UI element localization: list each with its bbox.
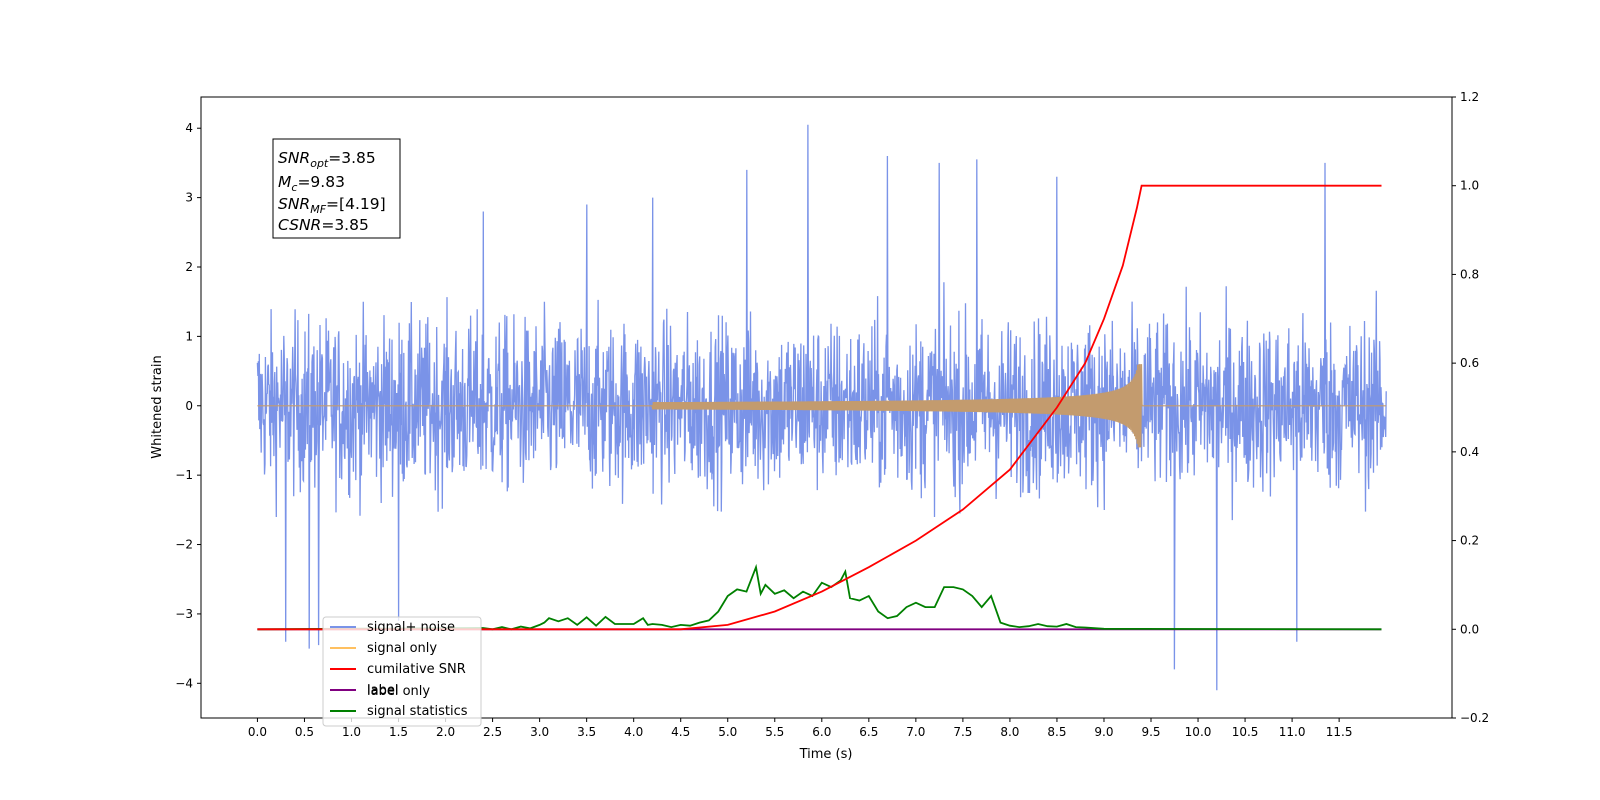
x-tick-label: 2.5: [483, 725, 502, 739]
x-tick-label: 7.5: [953, 725, 972, 739]
legend-label: label: [367, 683, 398, 698]
y-tick-label: 4: [185, 121, 193, 135]
x-tick-label: 6.0: [812, 725, 831, 739]
legend-label: signal+ noise: [367, 620, 455, 635]
y2-tick-label: −0.2: [1460, 711, 1489, 725]
legend: label only signal+ noise signal only cumil…: [322, 616, 482, 727]
y-axis-left: −4 −3 −2 −1 0 1 2 3 4: [175, 121, 201, 690]
y-tick-label: 2: [185, 260, 193, 274]
csnr-text: CSNR=3.85: [278, 216, 369, 234]
x-tick-label: 1.0: [342, 725, 361, 739]
y-tick-label: −1: [175, 468, 193, 482]
x-tick-label: 3.5: [577, 725, 596, 739]
x-tick-label: 5.5: [765, 725, 784, 739]
snr-annotation-box: SNRopt=3.85 Mc=9.83 SNRMF=[4.19] CSNR=3.…: [272, 138, 401, 239]
x-tick-label: 10.5: [1232, 725, 1259, 739]
y2-tick-label: 0.6: [1460, 356, 1479, 370]
y-tick-label: 3: [185, 191, 193, 205]
x-tick-label: 1.5: [389, 725, 408, 739]
y2-tick-label: 0.8: [1460, 267, 1479, 281]
snr-mf-text: SNRMF=[4.19]: [278, 195, 386, 216]
plot-frame: [200, 96, 1453, 719]
y-tick-label: 1: [185, 329, 193, 343]
x-tick-label: 4.5: [671, 725, 690, 739]
y-tick-label: 0: [185, 399, 193, 413]
snr-opt-text: SNRopt=3.85: [278, 149, 376, 170]
y-tick-label: −2: [175, 538, 193, 552]
x-axis: 0.0 0.5 1.0 1.5 2.0 2.5 3.0 3.5 4.0 4.5 5.0 5.5 6.0 6…: [248, 718, 1353, 739]
x-tick-label: 3.0: [530, 725, 549, 739]
x-tick-label: 9.5: [1141, 725, 1160, 739]
x-tick-label: 11.5: [1326, 725, 1353, 739]
x-tick-label: 4.0: [624, 725, 643, 739]
x-tick-label: 8.5: [1047, 725, 1066, 739]
series-signal-statistics: [257, 563, 1382, 631]
x-tick-label: 9.0: [1094, 725, 1113, 739]
legend-hidden-label: label only: [367, 684, 430, 699]
y2-tick-label: 1.0: [1460, 179, 1479, 193]
x-tick-label: 10.0: [1185, 725, 1212, 739]
y2-tick-label: 0.4: [1460, 445, 1479, 459]
series-cumilative-snr: [257, 184, 1382, 631]
x-tick-label: 0.5: [295, 725, 314, 739]
y-tick-label: −3: [175, 607, 193, 621]
mc-text: Mc=9.83: [278, 173, 345, 194]
x-axis-label: Time (s): [799, 747, 853, 762]
y2-tick-label: 0.2: [1460, 534, 1479, 548]
legend-label: signal statistics: [367, 704, 468, 719]
x-tick-label: 8.0: [1000, 725, 1019, 739]
series-signal-noise: [256, 124, 1387, 691]
x-tick-label: 0.0: [248, 725, 267, 739]
y-axis-right: −0.2 0.0 0.2 0.4 0.6 0.8 1.0 1.2: [1452, 90, 1489, 725]
y2-tick-label: 0.0: [1460, 622, 1479, 636]
y-axis-label: Whitened strain: [150, 355, 165, 458]
x-tick-label: 2.0: [436, 725, 455, 739]
y2-tick-label: 1.2: [1460, 90, 1479, 104]
series-signal-only: [257, 364, 1387, 448]
legend-label: cumilative SNR: [367, 662, 466, 677]
x-tick-label: 6.5: [859, 725, 878, 739]
y-tick-label: −4: [175, 676, 193, 690]
x-tick-label: 11.0: [1279, 725, 1306, 739]
x-tick-label: 7.0: [906, 725, 925, 739]
legend-label: signal only: [367, 641, 437, 656]
x-tick-label: 5.0: [718, 725, 737, 739]
